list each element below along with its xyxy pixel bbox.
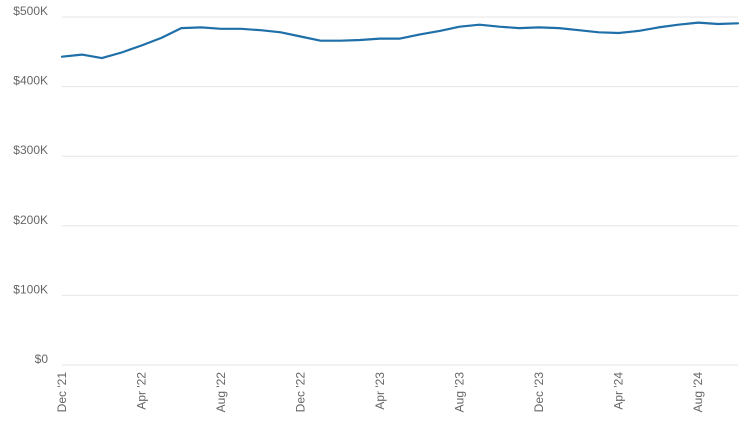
y-tick-label: $500K (13, 4, 48, 18)
y-tick-label: $0 (35, 352, 49, 366)
x-tick-label: Aug '22 (214, 372, 228, 413)
x-tick-label: Apr '22 (135, 372, 149, 410)
series-line (60, 21, 740, 60)
x-tick-label: Apr '24 (612, 372, 626, 410)
x-tick-label: Dec '23 (532, 372, 546, 413)
y-axis-tick-labels: $0 $100K $200K $300K $400K $500K (13, 4, 48, 366)
y-tick-label: $200K (13, 213, 48, 227)
x-axis-tick-labels: Dec '21 Apr '22 Aug '22 Dec '22 Apr '23 Aug '… (55, 372, 705, 413)
x-tick-label: Aug '23 (453, 372, 467, 413)
series-group (60, 21, 740, 60)
grid-lines (62, 16, 738, 366)
y-tick-label: $100K (13, 282, 48, 296)
x-tick-label: Aug '24 (691, 372, 705, 413)
y-tick-label: $400K (13, 74, 48, 88)
x-tick-label: Dec '21 (55, 372, 69, 413)
x-tick-label: Dec '22 (294, 372, 308, 413)
y-tick-label: $300K (13, 143, 48, 157)
x-tick-label: Apr '23 (373, 372, 387, 410)
